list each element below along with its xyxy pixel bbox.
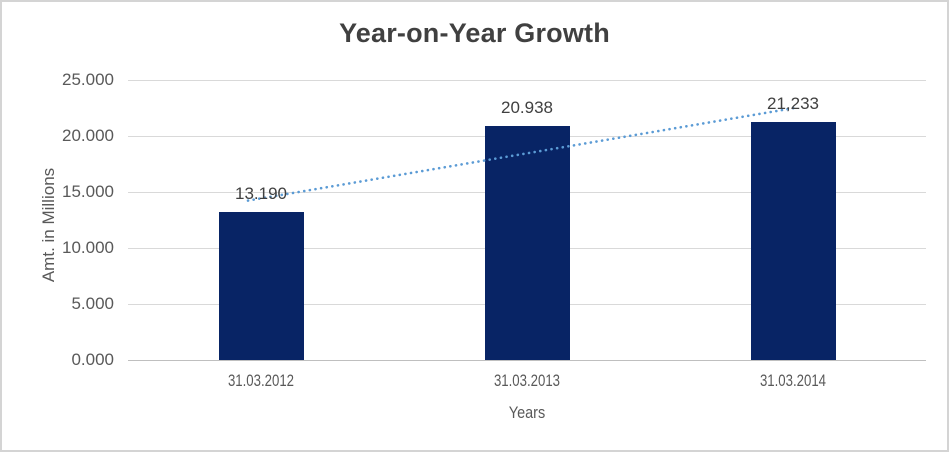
x-tick-label: 31.03.2014 bbox=[759, 372, 827, 390]
bar bbox=[219, 212, 304, 360]
trendline-path bbox=[246, 106, 797, 202]
x-tick-label: 31.03.2012 bbox=[227, 372, 295, 390]
bar-value-label: 20.938 bbox=[501, 97, 553, 117]
x-axis-title: Years bbox=[508, 403, 546, 422]
bar bbox=[485, 125, 570, 360]
bar bbox=[751, 122, 836, 360]
bar-value-label: 13.190 bbox=[235, 184, 287, 204]
trendline bbox=[246, 106, 797, 202]
x-tick-label: 31.03.2013 bbox=[493, 372, 561, 390]
y-tick-label: 0.000 bbox=[71, 350, 114, 369]
y-axis-title: Amt. in Millions bbox=[39, 167, 58, 283]
y-tick-label: 5.000 bbox=[71, 294, 114, 313]
y-tick-label: 10.000 bbox=[62, 238, 114, 257]
x-axis-line bbox=[128, 360, 926, 361]
gridline bbox=[128, 80, 926, 81]
plot-area: 13.190 20.938 21,233 bbox=[128, 80, 926, 361]
bar-value-label: 21,233 bbox=[767, 94, 819, 114]
y-tick-label: 15.000 bbox=[62, 182, 114, 201]
chart-title: Year-on-Year Growth bbox=[339, 18, 610, 48]
y-tick-label: 25.000 bbox=[62, 70, 114, 89]
y-tick-label: 20.000 bbox=[62, 126, 114, 145]
